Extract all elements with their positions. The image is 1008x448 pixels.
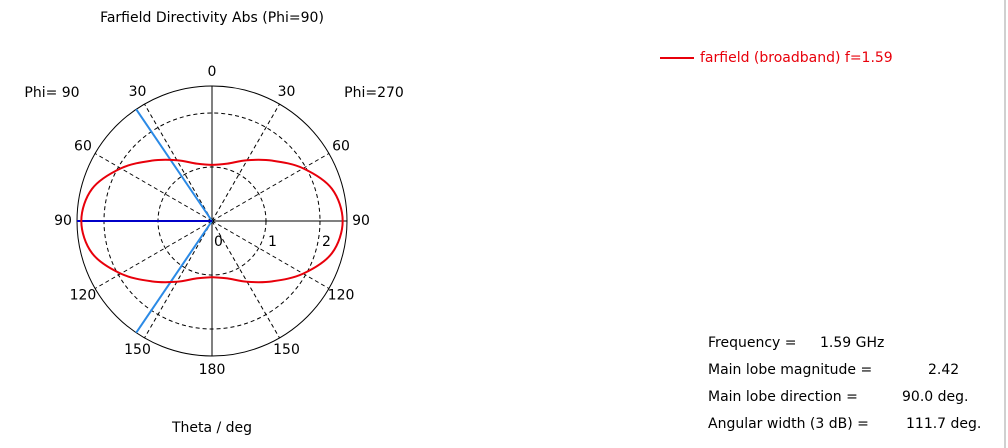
axis-label: Theta / deg [171, 420, 252, 436]
legend-label: farfield (broadband) f=1.59 [700, 50, 893, 66]
angle-label: 120 [70, 288, 97, 304]
spoke [211, 220, 280, 339]
r-tick-label: 0 [214, 234, 223, 250]
angle-label: 0 [208, 64, 217, 80]
angle-label: 180 [199, 362, 226, 378]
spoke [94, 220, 213, 289]
angle-label: 60 [332, 139, 350, 155]
spoke [144, 220, 213, 339]
angle-label: 60 [74, 139, 92, 155]
info-label: Main lobe direction = [708, 389, 858, 405]
spoke [211, 103, 280, 222]
info-label: Main lobe magnitude = [708, 362, 872, 378]
spoke [94, 153, 213, 222]
side-label: Phi=270 [344, 85, 404, 101]
r-tick-label: 1 [268, 234, 277, 250]
side-label: Phi= 90 [24, 85, 79, 101]
angle-label: 150 [124, 342, 151, 358]
spoke [211, 153, 330, 222]
info-label: Angular width (3 dB) = [708, 416, 869, 432]
angle-label: 90 [54, 213, 72, 229]
info-value: 90.0 deg. [902, 389, 968, 405]
info-value: 111.7 deg. [906, 416, 981, 432]
angle-label: 120 [328, 288, 355, 304]
info-value: 2.42 [928, 362, 959, 378]
angle-label: 30 [129, 84, 147, 100]
r-tick-label: 2 [322, 234, 331, 250]
spoke [211, 220, 330, 289]
beam-edge [135, 108, 213, 222]
info-value: 1.59 GHz [820, 335, 884, 351]
beam-edge [135, 220, 213, 334]
angle-label: 150 [273, 342, 300, 358]
chart-title: Farfield Directivity Abs (Phi=90) [100, 10, 324, 26]
series-line [80, 158, 344, 284]
spoke [144, 103, 213, 222]
info-label: Frequency = [708, 335, 797, 351]
angle-label: 90 [352, 213, 370, 229]
angle-label: 30 [278, 84, 296, 100]
